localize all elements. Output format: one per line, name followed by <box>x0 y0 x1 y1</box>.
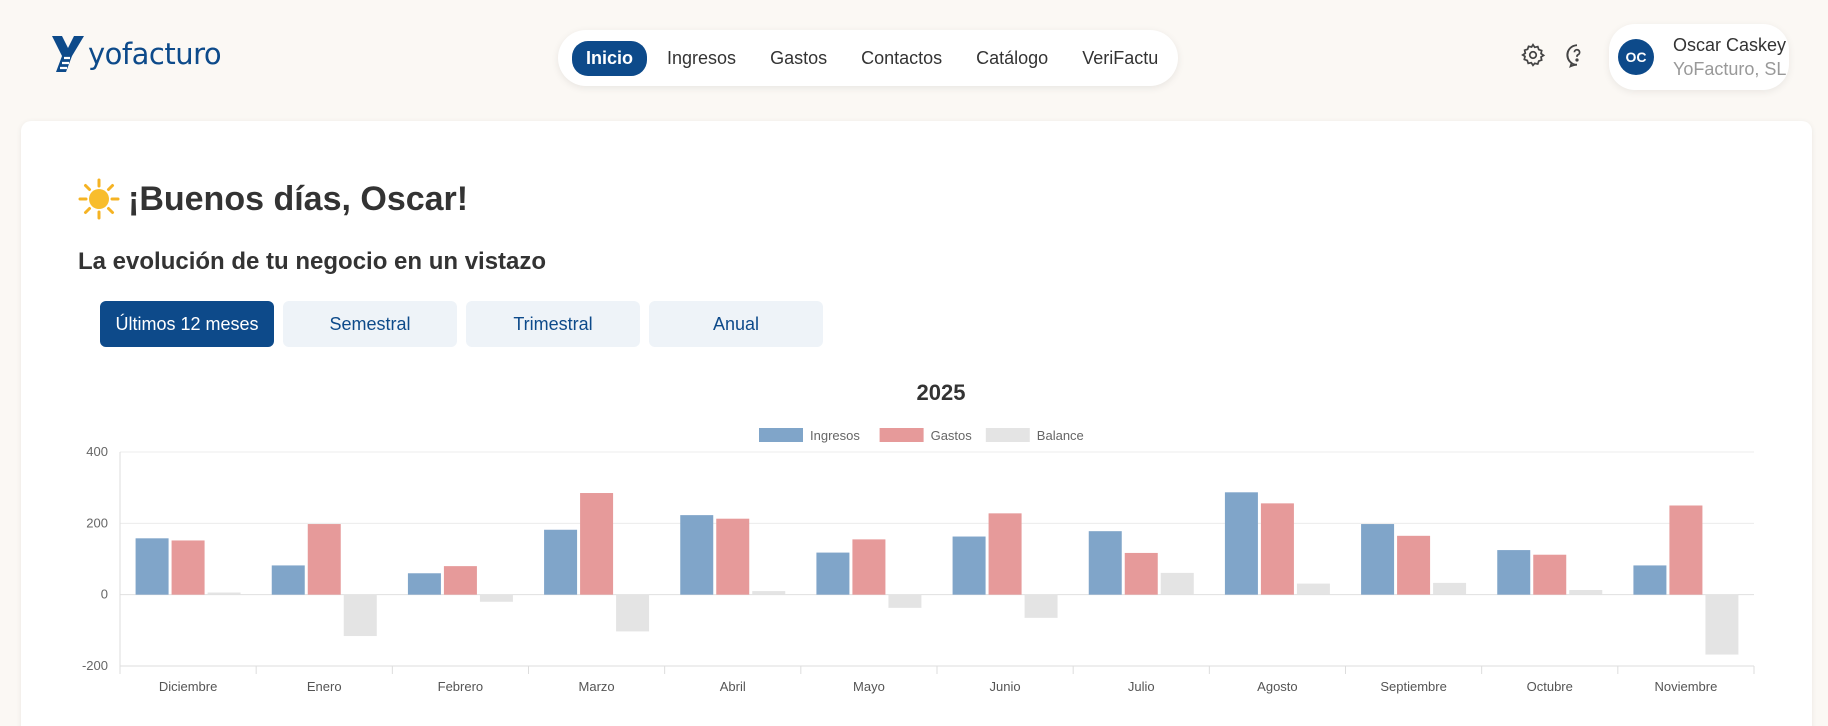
greeting: ¡Buenos días, Oscar! <box>78 178 468 220</box>
logo[interactable]: yofacturo <box>50 34 222 74</box>
bar-balance-diciembre <box>207 592 241 595</box>
x-tick-label: Septiembre <box>1380 679 1446 694</box>
nav-contactos[interactable]: Contactos <box>861 47 943 68</box>
bar-gastos-mayo <box>852 539 886 595</box>
nav-inicio[interactable]: Inicio <box>572 40 648 76</box>
nav-ingresos[interactable]: Ingresos <box>667 47 737 68</box>
bar-gastos-febrero <box>443 566 477 595</box>
bar-ingresos-septiembre <box>1361 524 1395 595</box>
legend-label-balance: Balance <box>1037 428 1084 443</box>
y-tick-label: -200 <box>82 658 108 673</box>
x-tick-label: Abril <box>720 679 746 694</box>
chart-title: 2025 <box>917 380 966 405</box>
bar-ingresos-julio <box>1088 531 1122 595</box>
greeting-text: ¡Buenos días, Oscar! <box>128 179 469 218</box>
bar-gastos-agosto <box>1260 503 1294 595</box>
x-tick-label: Marzo <box>579 679 615 694</box>
bar-balance-abril <box>752 591 786 595</box>
legend-swatch-balance <box>985 428 1030 442</box>
bar-gastos-septiembre <box>1397 535 1431 595</box>
nav-verifactu[interactable]: VeriFactu <box>1082 47 1159 68</box>
bar-gastos-octubre <box>1533 554 1567 595</box>
bar-balance-enero <box>343 594 377 637</box>
x-tick-label: Mayo <box>853 679 885 694</box>
x-tick-label: Diciembre <box>159 679 218 694</box>
bar-ingresos-octubre <box>1497 550 1531 595</box>
avatar: OC <box>1618 39 1654 75</box>
bar-ingresos-agosto <box>1224 492 1258 595</box>
user-menu[interactable]: OC Oscar Caskey YoFacturo, SL <box>1609 24 1789 90</box>
bar-ingresos-abril <box>680 515 714 595</box>
legend-label-gastos: Gastos <box>931 428 973 443</box>
y-tick-label: 0 <box>101 587 108 602</box>
bar-gastos-marzo <box>580 493 614 595</box>
section-subtitle: La evolución de tu negocio en un vistazo <box>78 248 547 275</box>
y-tick-label: 400 <box>86 444 108 459</box>
bar-balance-mayo <box>888 594 922 608</box>
x-tick-label: Octubre <box>1527 679 1573 694</box>
logo-mark-icon <box>52 36 84 72</box>
tab-ultimos-12-meses[interactable]: Últimos 12 meses <box>100 301 274 347</box>
user-name: Oscar Caskey <box>1673 35 1787 55</box>
bar-balance-junio <box>1024 594 1058 618</box>
bar-ingresos-diciembre <box>135 538 169 595</box>
sun-icon <box>78 178 120 220</box>
bar-gastos-abril <box>716 518 750 595</box>
period-tabs: Últimos 12 meses Semestral Trimestral An… <box>100 301 832 347</box>
main-nav: Inicio Ingresos Gastos Contactos Catálog… <box>558 30 1178 86</box>
y-tick-label: 200 <box>86 515 108 530</box>
bar-gastos-julio <box>1124 552 1158 595</box>
x-tick-label: Enero <box>307 679 342 694</box>
bar-ingresos-febrero <box>407 573 441 595</box>
bar-balance-agosto <box>1296 583 1330 595</box>
nav-catalogo[interactable]: Catálogo <box>976 47 1049 68</box>
help-chat-icon[interactable] <box>1564 42 1590 68</box>
user-company: YoFacturo, SL <box>1673 59 1787 79</box>
bar-balance-noviembre <box>1705 594 1739 655</box>
x-tick-label: Febrero <box>438 679 484 694</box>
tab-anual[interactable]: Anual <box>649 301 823 347</box>
tab-semestral[interactable]: Semestral <box>283 301 457 347</box>
tab-trimestral[interactable]: Trimestral <box>466 301 640 347</box>
bar-balance-julio <box>1160 572 1194 595</box>
bar-ingresos-junio <box>952 536 986 595</box>
bar-balance-febrero <box>479 594 513 602</box>
bar-balance-septiembre <box>1433 582 1467 595</box>
bar-ingresos-marzo <box>544 529 578 595</box>
bar-balance-octubre <box>1569 590 1603 595</box>
bar-gastos-noviembre <box>1669 505 1703 595</box>
bar-gastos-diciembre <box>171 540 205 595</box>
gear-icon[interactable] <box>1520 42 1546 68</box>
x-tick-label: Julio <box>1128 679 1155 694</box>
bar-ingresos-mayo <box>816 552 850 595</box>
legend-label-ingresos: Ingresos <box>810 428 860 443</box>
legend-swatch-ingresos <box>759 428 803 442</box>
bar-ingresos-enero <box>271 565 305 595</box>
nav-gastos[interactable]: Gastos <box>770 47 828 68</box>
bar-gastos-enero <box>307 524 341 595</box>
bar-ingresos-noviembre <box>1633 565 1667 595</box>
bar-gastos-junio <box>988 513 1022 595</box>
x-tick-label: Agosto <box>1257 679 1297 694</box>
dashboard-card <box>21 121 1812 726</box>
bar-balance-marzo <box>616 594 650 632</box>
x-tick-label: Junio <box>990 679 1021 694</box>
logo-text: yofacturo <box>88 37 222 71</box>
legend-swatch-gastos <box>879 428 924 442</box>
x-tick-label: Noviembre <box>1654 679 1717 694</box>
